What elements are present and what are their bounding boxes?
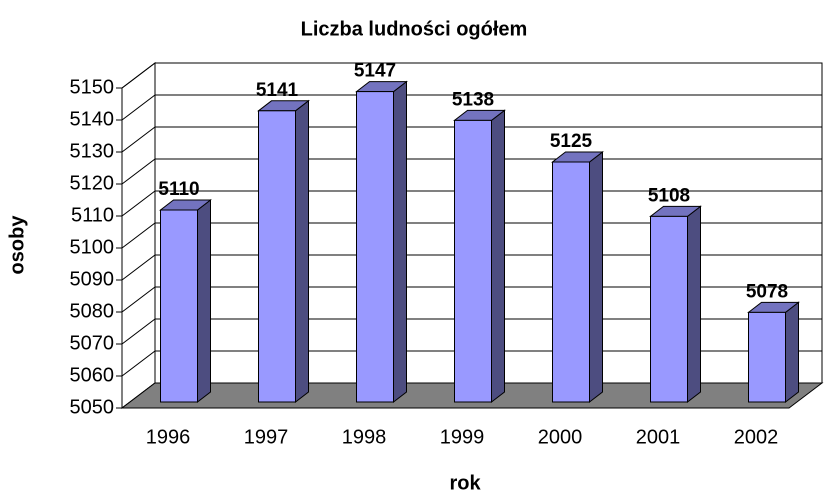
bar xyxy=(160,209,198,403)
bar xyxy=(748,311,786,403)
y-tick-label: 5080 xyxy=(70,300,115,322)
bar-side xyxy=(785,301,799,404)
y-tick-label: 5060 xyxy=(70,364,115,386)
value-label: 5141 xyxy=(256,80,299,101)
value-label: 5147 xyxy=(354,61,396,82)
y-tick-label: 5140 xyxy=(70,108,115,130)
grid-line xyxy=(121,126,822,153)
bar xyxy=(356,91,394,403)
y-tick-label: 5090 xyxy=(70,268,115,290)
bar xyxy=(454,119,492,403)
value-label: 5125 xyxy=(550,131,593,152)
bar-side xyxy=(197,198,211,404)
y-tick-label: 5150 xyxy=(70,76,115,98)
bar-side xyxy=(687,205,701,404)
y-tick-label: 5050 xyxy=(70,396,115,418)
y-tick-label: 5100 xyxy=(70,236,115,258)
bar-side xyxy=(589,150,603,404)
x-axis-label: rok xyxy=(449,472,481,492)
x-tick-label: 1997 xyxy=(244,426,289,448)
value-label: 5138 xyxy=(452,89,494,110)
grid-line xyxy=(121,62,822,89)
value-label: 5108 xyxy=(648,185,690,206)
x-tick-label: 1996 xyxy=(146,426,191,448)
x-tick-label: 2001 xyxy=(636,426,681,448)
x-tick-label: 2000 xyxy=(538,426,583,448)
bar-side xyxy=(295,99,309,404)
y-tick-label: 5110 xyxy=(71,204,114,226)
value-label: 5078 xyxy=(746,281,788,302)
y-axis-label: osoby xyxy=(6,215,28,275)
bar xyxy=(258,110,296,403)
bar xyxy=(650,215,688,403)
x-tick-label: 1999 xyxy=(440,426,485,448)
chart-title: Liczba ludności ogółem xyxy=(301,18,528,40)
value-label: 5110 xyxy=(158,179,199,200)
bar-side xyxy=(491,109,505,404)
y-tick-label: 5120 xyxy=(70,172,115,194)
bar-side xyxy=(393,80,407,404)
y-tick-label: 5130 xyxy=(70,140,115,162)
y-tick-label: 5070 xyxy=(70,332,115,354)
grid-line xyxy=(121,94,822,121)
bar xyxy=(552,161,590,403)
x-tick-label: 1998 xyxy=(342,426,387,448)
x-tick-label: 2002 xyxy=(734,426,779,448)
